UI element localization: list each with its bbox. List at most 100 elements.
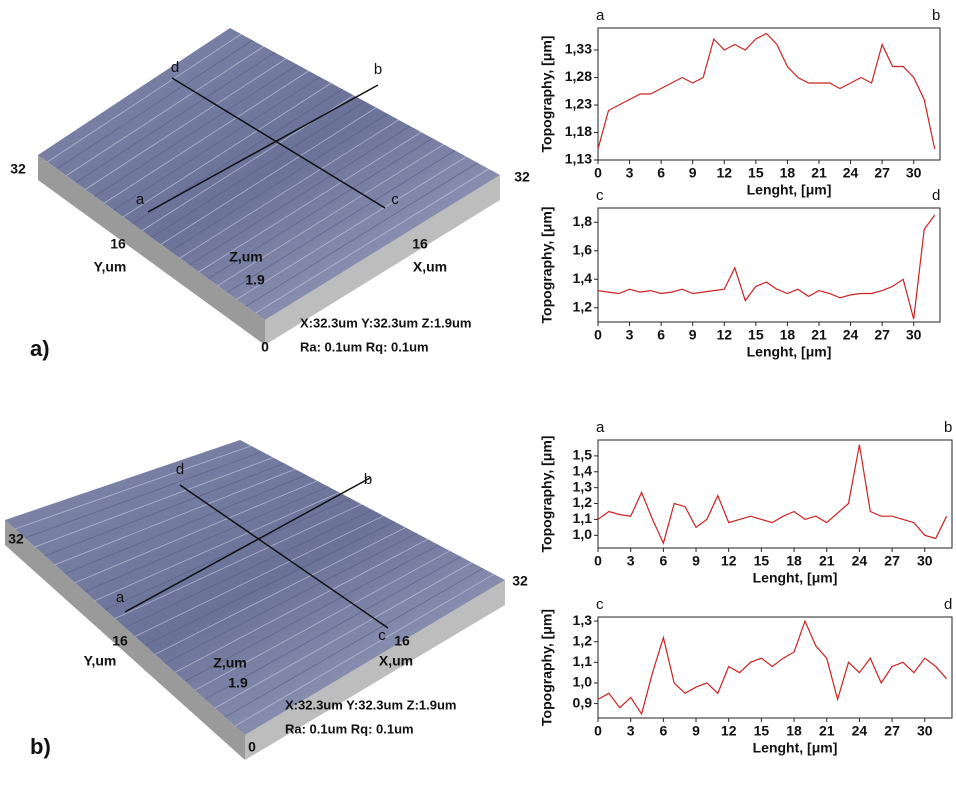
x-tick-label: 6 [659, 553, 667, 569]
dims: X:32.3um Y:32.3um Z:1.9um [285, 697, 456, 712]
surface-streak [64, 474, 307, 575]
y-tick-label: 1,5 [573, 447, 593, 463]
end-label: b [932, 7, 940, 24]
zero: 0 [261, 339, 269, 355]
profile-line [147, 84, 379, 213]
surface-side [245, 580, 505, 760]
surface-streak [184, 544, 439, 682]
end-label: b [944, 419, 952, 436]
z-max: 1.9 [245, 272, 265, 288]
x-tick-label: 12 [716, 165, 732, 181]
x-tick-label: 6 [659, 723, 667, 739]
x-tick-label: 3 [627, 723, 635, 739]
y-max: 32 [10, 161, 26, 177]
y-tick-label: 1,2 [573, 632, 593, 648]
surface-streak [24, 451, 263, 539]
surface-streak [208, 137, 433, 280]
y-tick-label: 0,9 [573, 694, 593, 710]
dims: X:32.3um Y:32.3um Z:1.9um [300, 315, 471, 330]
surface-streak [179, 119, 399, 259]
profile-line [597, 619, 948, 716]
z-max: 1.9 [228, 675, 248, 691]
panel-label: b) [30, 734, 51, 759]
surface-streak [151, 101, 366, 238]
x-tick-label: 18 [786, 723, 802, 739]
y-tick-label: 1,3 [573, 612, 593, 628]
y-axis: Y,um [94, 259, 127, 275]
x-tick-label: 3 [627, 553, 635, 569]
y-tick-label: 1,2 [573, 494, 593, 510]
y-axis-title: Topography, [μm] [539, 36, 555, 153]
y-axis-title: Topography, [μm] [539, 609, 555, 726]
plot-frame [597, 616, 953, 719]
surface-streak [217, 144, 444, 286]
surface-streak [214, 562, 473, 709]
profile-line [597, 32, 936, 150]
profile-line [597, 444, 948, 545]
zero: 0 [248, 739, 256, 755]
x-tick-label: 24 [843, 165, 859, 181]
y-tick-label: 1,2 [573, 298, 593, 314]
surface-top [38, 28, 500, 320]
start-label: a [596, 7, 605, 24]
x-tick-label: 0 [594, 723, 602, 739]
surface-streak [56, 39, 253, 170]
z-axis: Z,um [213, 655, 246, 671]
surface-side [265, 175, 500, 345]
profile-line [171, 77, 386, 209]
profile-line [597, 214, 936, 320]
surface-streak [84, 486, 329, 593]
panel-label: a) [30, 336, 50, 361]
x-tick-label: 15 [748, 165, 764, 181]
surface-streak [245, 162, 478, 307]
surface-streak [236, 156, 467, 300]
surface-streak [94, 64, 298, 197]
x-mid: 16 [412, 236, 428, 252]
corner-label: a [116, 589, 125, 606]
x-axis-title: Lenght, [μm] [753, 740, 838, 756]
x-axis-title: Lenght, [μm] [747, 182, 832, 198]
x-tick-label: 24 [852, 553, 868, 569]
y-mid: 16 [112, 633, 128, 649]
x-tick-label: 6 [657, 165, 665, 181]
surface-streak [74, 480, 318, 584]
y-max: 32 [8, 531, 24, 547]
surface-side [5, 520, 245, 760]
plot-frame [597, 439, 953, 549]
x-tick-label: 0 [594, 553, 602, 569]
corner-label: d [171, 59, 179, 76]
surface-streak [122, 82, 332, 218]
y-tick-label: 1,4 [573, 462, 593, 478]
corner-label: a [136, 191, 145, 208]
surface-streak [14, 445, 252, 530]
surface-streak [114, 503, 362, 619]
x-tick-label: 27 [874, 327, 890, 343]
surface-streak [44, 462, 285, 557]
y-tick-label: 1,4 [573, 270, 593, 286]
surface-streak [103, 70, 309, 204]
y-tick-label: 1,8 [573, 213, 593, 229]
surface-streak [75, 52, 276, 183]
x-tick-label: 21 [811, 327, 827, 343]
x-axis-title: Lenght, [μm] [753, 570, 838, 586]
y-tick-label: 1,28 [565, 68, 592, 84]
x-tick-label: 30 [906, 327, 922, 343]
surface-streak [164, 532, 417, 664]
y-axis-title: Topography, [μm] [539, 436, 555, 553]
x-tick-label: 30 [917, 723, 933, 739]
y-tick-label: 1,6 [573, 241, 593, 257]
y-axis: Y,um [84, 653, 117, 669]
x-max: 32 [512, 573, 528, 589]
surface-streak [189, 125, 411, 266]
corner-label: c [378, 627, 386, 644]
start-label: a [596, 419, 605, 436]
y-axis-title: Topography, [μm] [539, 207, 555, 324]
x-tick-label: 30 [917, 553, 933, 569]
x-tick-label: 6 [657, 327, 665, 343]
y-tick-label: 1,1 [573, 653, 593, 669]
y-tick-label: 1,3 [573, 478, 593, 494]
y-mid: 16 [110, 236, 126, 252]
profile-line [179, 484, 389, 629]
end-label: d [944, 596, 952, 613]
